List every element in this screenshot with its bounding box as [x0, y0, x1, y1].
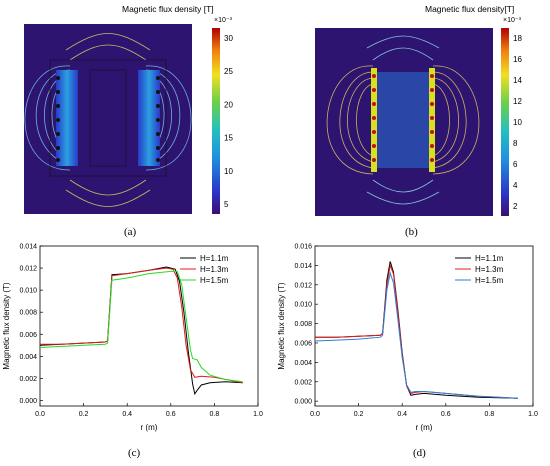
colorbar-tick-label: 25: [224, 67, 233, 76]
plot-frame: [39, 245, 259, 407]
field-lines-a: [24, 33, 192, 207]
chart-c: 0.0 0.2 0.4 0.6 0.8 1.0 0.000 0.002 0.004 0.006 0.…: [2, 244, 263, 433]
legend-label: H=1.3m: [200, 265, 229, 274]
colorbar-tick-label: 10: [224, 167, 233, 176]
y-tick-label: 0.006: [19, 332, 37, 339]
colorbar-tick-label: 14: [513, 76, 522, 85]
x-tick-label: 0.4: [397, 411, 407, 418]
colorbar-a: [212, 28, 220, 214]
colorbar-a-ticks: 30 25 20 15 10 5: [224, 34, 233, 209]
x-axis-label: r (m): [416, 423, 433, 432]
colorbar-tick-label: 10: [513, 118, 522, 127]
y-tick-label: 0.010: [294, 302, 312, 309]
series-line: [315, 263, 518, 399]
colorbar-b-exponent: ×10⁻³: [503, 17, 521, 24]
y-tick-label: 0.008: [294, 321, 312, 328]
y-axis-label: Magnetic flux density (T): [277, 282, 286, 369]
y-tick-label: 0.004: [19, 354, 37, 361]
series-line: [39, 266, 243, 396]
colorbar-tick-label: 15: [224, 134, 233, 143]
x-tick-label: 0.2: [79, 411, 89, 418]
coil-turns-a: [56, 76, 160, 162]
coil-left-a: [56, 70, 78, 166]
coil-turns-b: [372, 74, 434, 162]
colorbar-tick-label: 5: [224, 200, 229, 209]
x-axis-label: r (m): [141, 423, 158, 432]
y-tick-label: 0.000: [294, 399, 312, 406]
panel-a: Magnetic flux density [T] ×10⁻³: [0, 0, 275, 240]
series-line: [39, 270, 243, 383]
core-a: [49, 59, 167, 177]
x-tick-label: 0.4: [122, 411, 132, 418]
field-domain-a: [24, 24, 192, 214]
x-tick-label: 0.8: [210, 411, 220, 418]
colorbar-tick-label: 12: [513, 97, 522, 106]
series-line: [314, 271, 518, 399]
legend-label: H=1.3m: [475, 265, 504, 274]
legend-label: H=1.1m: [475, 254, 504, 263]
x-tick-label: 1.0: [528, 411, 538, 418]
colorbar-tick-label: 4: [513, 181, 518, 190]
y-axis-label: Magnetic flux density (T): [2, 282, 11, 369]
x-tick-label: 0.6: [441, 411, 451, 418]
y-tick-label: 0.000: [19, 398, 37, 405]
panel-label-d: (d): [413, 447, 426, 459]
colorbar-b: [501, 28, 509, 216]
y-tick-label: 0.012: [19, 266, 37, 273]
y-tick-label: 0.008: [19, 310, 37, 317]
x-tick-label: 0.6: [166, 411, 176, 418]
panel-b: Magnetic flux density[T] ×10⁻³: [275, 0, 550, 240]
plot-frame: [314, 245, 534, 407]
colorbar-tick-label: 2: [513, 202, 518, 211]
colorbar-tick-label: 16: [513, 55, 522, 64]
colorbar-b-title: Magnetic flux density[T]: [425, 4, 515, 14]
field-map-b: 18 16 14 12 10 8 6 4 2: [315, 28, 522, 216]
colorbar-tick-label: 8: [513, 139, 518, 148]
panel-label-b: (b): [405, 226, 418, 238]
field-map-a: 30 25 20 15 10 5: [24, 24, 233, 214]
y-tick-label: 0.004: [294, 360, 312, 367]
x-tick-label: 0.0: [310, 411, 320, 418]
colorbar-a-title: Magnetic flux density [T]: [122, 4, 214, 14]
x-tick-label: 0.0: [35, 411, 45, 418]
chart-d: 0.0 0.2 0.4 0.6 0.8 1.0 0.000 0.002 0.004 0.006 0.…: [277, 244, 538, 433]
y-tick-label: 0.016: [294, 244, 312, 251]
series-line: [40, 267, 243, 384]
x-tick-label: 0.8: [485, 411, 495, 418]
colorbar-tick-label: 18: [513, 34, 522, 43]
y-tick-label: 0.012: [294, 282, 312, 289]
y-tick-label: 0.014: [19, 244, 37, 251]
panel-label-a: (a): [124, 226, 137, 238]
colorbar-b-ticks: 18 16 14 12 10 8 6 4 2: [513, 34, 522, 211]
colorbar-tick-label: 20: [224, 100, 233, 109]
legend-label: H=1.5m: [200, 276, 229, 285]
inner-field-b: [377, 72, 429, 168]
colorbar-tick-label: 30: [224, 34, 233, 43]
coil-right-a: [138, 70, 160, 166]
legend-label: H=1.5m: [475, 276, 504, 285]
colorbar-a-exponent: ×10⁻³: [214, 17, 232, 24]
y-tick-label: 0.010: [19, 288, 37, 295]
y-tick-label: 0.014: [294, 263, 312, 270]
y-tick-label: 0.006: [294, 340, 312, 347]
panel-d: 0.0 0.2 0.4 0.6 0.8 1.0 0.000 0.002 0.004 0.006 0.…: [275, 240, 550, 466]
x-tick-label: 1.0: [253, 411, 263, 418]
panel-label-c: (c): [128, 447, 141, 459]
field-lines-b: [326, 35, 480, 205]
y-tick-label: 0.002: [294, 379, 312, 386]
colorbar-tick-label: 6: [513, 160, 518, 169]
x-tick-label: 0.2: [354, 411, 364, 418]
panel-c: 0.0 0.2 0.4 0.6 0.8 1.0 0.000 0.002 0.004 0.006 0.…: [0, 240, 275, 466]
y-tick-label: 0.002: [19, 376, 37, 383]
legend-label: H=1.1m: [200, 254, 229, 263]
